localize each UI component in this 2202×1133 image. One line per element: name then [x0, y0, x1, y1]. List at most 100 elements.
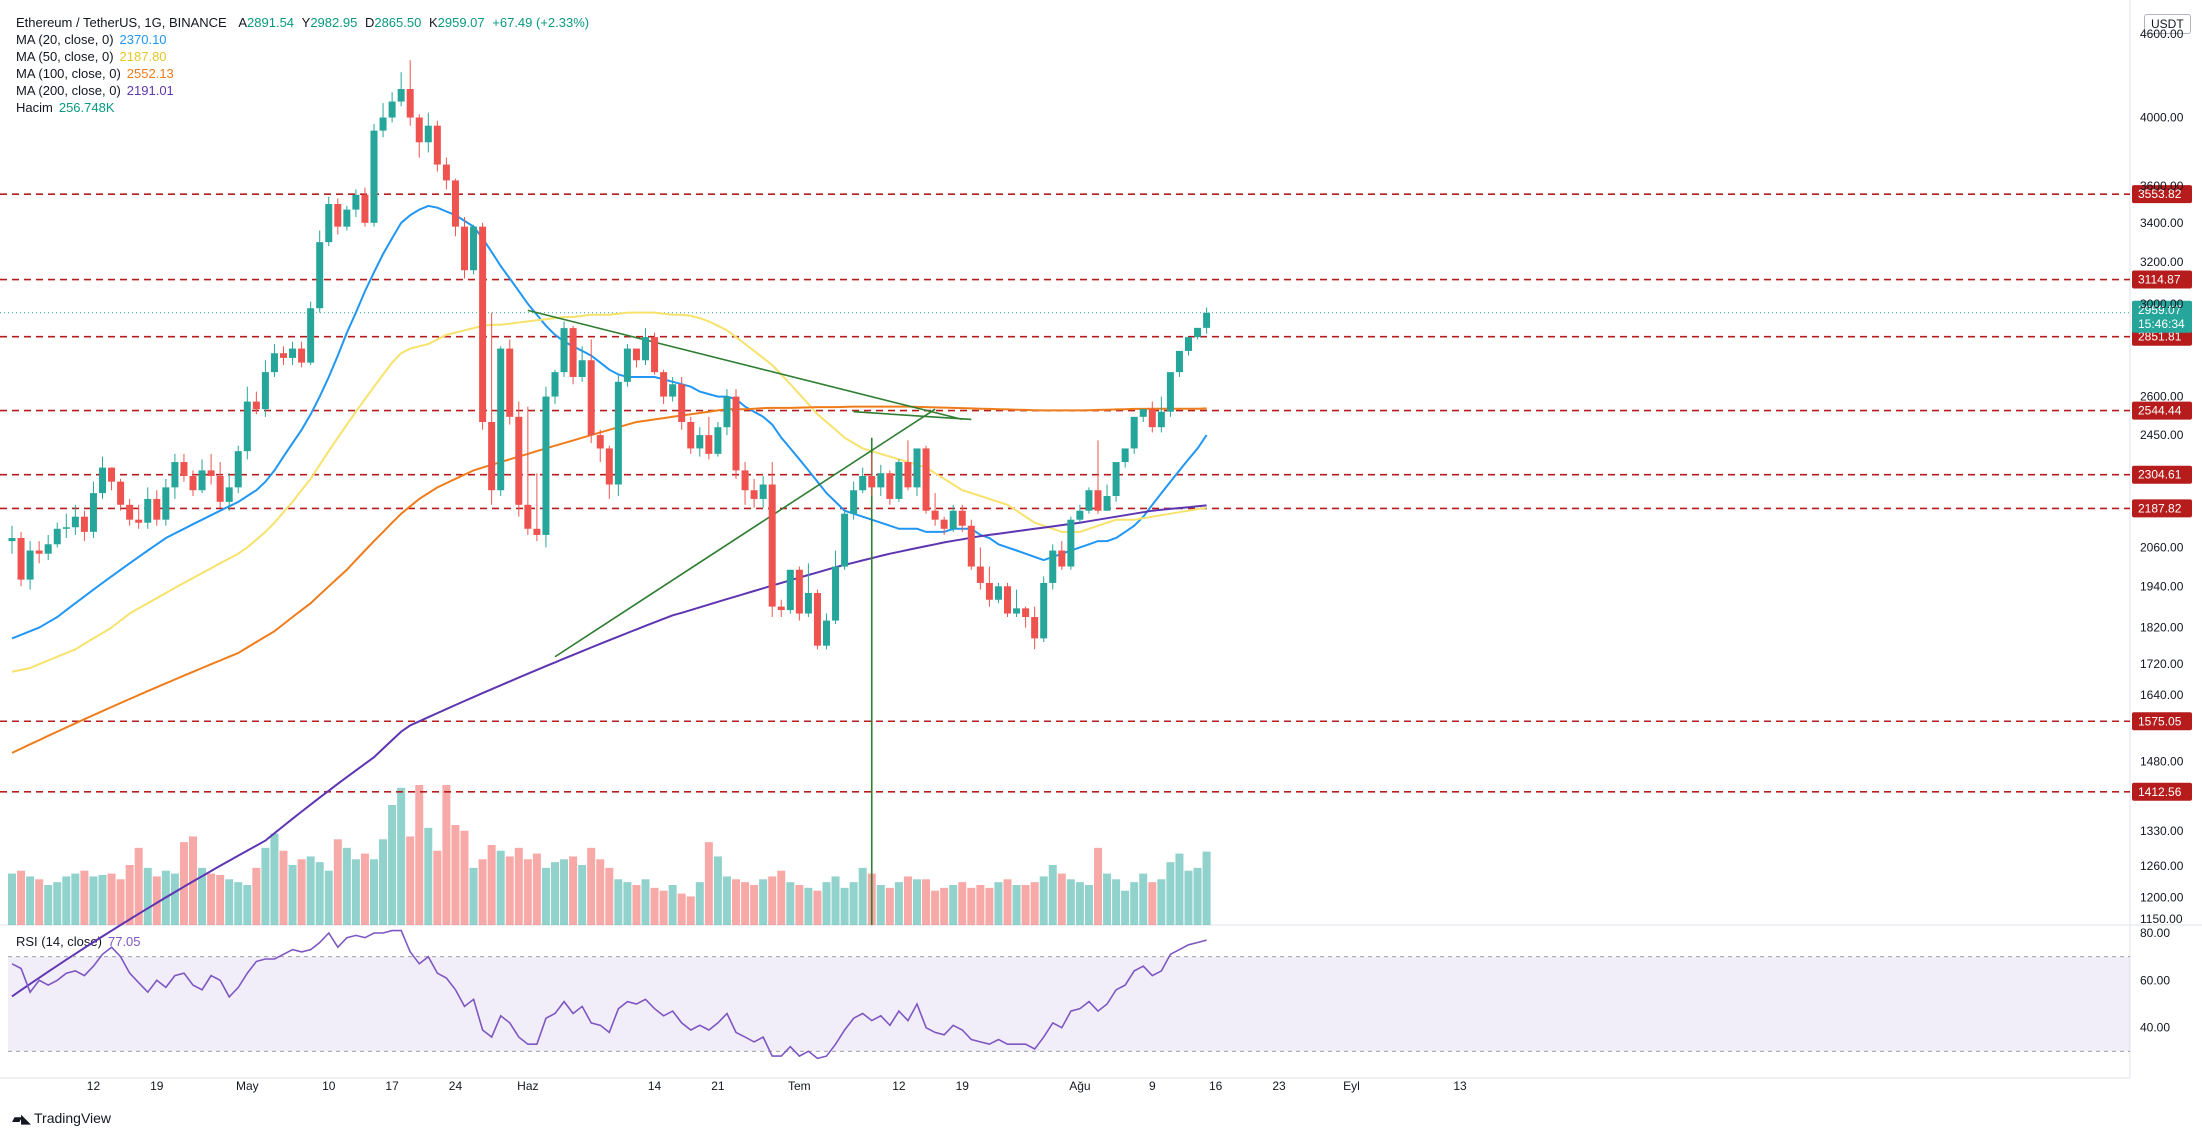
candle-down — [1148, 401, 1156, 433]
candle-body — [334, 204, 342, 227]
volume-bar — [351, 859, 360, 925]
legend-volume[interactable]: Hacim 256.748K — [16, 99, 589, 116]
volume-bar — [225, 879, 234, 925]
level-tag — [2132, 712, 2192, 731]
volume-bar — [1148, 882, 1157, 925]
volume-bar — [605, 867, 614, 925]
symbol-title[interactable]: Ethereum / TetherUS, 1G, BINANCE — [16, 15, 227, 30]
volume-bar — [587, 847, 596, 925]
candle-body — [461, 226, 468, 271]
time-tick: Eyl — [1343, 1079, 1360, 1093]
candle-body — [1076, 510, 1084, 520]
volume-bar — [306, 856, 315, 925]
candle-down — [678, 376, 686, 430]
trendline — [853, 410, 972, 421]
candle-body — [804, 592, 812, 614]
candle-up — [1076, 504, 1084, 523]
level-tag — [2132, 270, 2192, 289]
candle-up — [8, 525, 16, 554]
candle-body — [216, 476, 224, 502]
volume-bar — [976, 885, 985, 925]
volume-bar — [279, 850, 288, 925]
candle-body — [26, 550, 34, 580]
candle-up — [850, 481, 858, 520]
legend-ma100[interactable]: MA (100, close, 0) 2552.13 — [16, 65, 589, 82]
tradingview-logo[interactable]: ▰◣ TradingView — [12, 1110, 111, 1127]
candle-body — [180, 462, 188, 477]
candle-up — [542, 386, 550, 548]
candle-body — [1004, 586, 1011, 614]
candle-up — [270, 343, 278, 377]
candle-body — [542, 396, 550, 535]
candle-down — [479, 222, 487, 430]
candle-down — [886, 470, 894, 505]
candle-down — [451, 178, 459, 237]
volume-bar — [26, 876, 35, 925]
candle-up — [1130, 416, 1138, 454]
candle-body — [768, 484, 776, 607]
current-price-tag — [2132, 300, 2192, 333]
volume-bar — [858, 867, 867, 925]
volume-bar — [62, 876, 71, 925]
legend-ma50[interactable]: MA (50, close, 0) 2187.80 — [16, 48, 589, 65]
candle-body — [850, 490, 858, 514]
volume-bar — [668, 885, 677, 925]
volume-bar — [152, 876, 161, 925]
volume-bar — [370, 859, 378, 925]
candle-body — [985, 582, 993, 600]
candle-down — [741, 462, 749, 505]
volume-bar — [44, 885, 53, 925]
rsi-legend[interactable]: RSI (14, close) 77.05 — [16, 934, 141, 949]
candle-down — [587, 339, 595, 444]
candle-up — [714, 421, 722, 457]
price-tick: 4000.00 — [2140, 111, 2184, 125]
candle-down — [180, 453, 188, 482]
volume-bar — [216, 875, 225, 925]
candle-up — [994, 582, 1002, 604]
candle-up — [551, 369, 559, 405]
legend-ma200[interactable]: MA (200, close, 0) 2191.01 — [16, 82, 589, 99]
volume-bar — [1166, 862, 1175, 925]
volume-bar — [732, 879, 740, 925]
candle-body — [243, 401, 251, 452]
candle-up — [71, 504, 79, 535]
volume-bar — [1075, 882, 1084, 925]
candle-body — [1139, 409, 1147, 417]
volume-bar — [107, 873, 116, 925]
currency-badge[interactable]: USDT — [2144, 14, 2191, 34]
candle-up — [642, 328, 649, 365]
level-tag — [2132, 782, 2192, 801]
candle-down — [632, 348, 640, 368]
candle-up — [144, 487, 152, 529]
volume-bar — [614, 879, 623, 925]
time-tick: 12 — [892, 1079, 906, 1093]
volume-bar — [333, 839, 342, 925]
ohlc-low-label: D — [364, 15, 375, 30]
brand-name: TradingView — [34, 1110, 112, 1126]
candle-body — [144, 498, 152, 523]
time-tick: 24 — [449, 1079, 463, 1093]
candle-body — [1185, 337, 1192, 351]
volume-bar — [270, 833, 279, 925]
time-tick: Tem — [788, 1079, 811, 1093]
legend-ma20[interactable]: MA (20, close, 0) 2370.10 — [16, 31, 589, 48]
candle-down — [108, 467, 116, 491]
candle-body — [1103, 496, 1111, 511]
candle-body — [62, 527, 70, 529]
time-tick: 21 — [711, 1079, 725, 1093]
candle-body — [234, 451, 242, 488]
candle-down — [461, 217, 468, 279]
volume-bar — [1003, 879, 1012, 925]
candle-body — [207, 470, 215, 477]
candle-body — [533, 528, 541, 535]
candle-down — [216, 462, 224, 508]
candle-body — [479, 226, 487, 422]
candle-down — [958, 504, 966, 532]
candle-body — [823, 620, 830, 646]
rsi-value: 77.05 — [107, 934, 141, 949]
candle-down — [126, 498, 134, 526]
current-price-label: 2959.07 — [2138, 303, 2182, 317]
candle-body — [497, 348, 505, 491]
volume-bar — [596, 859, 605, 925]
